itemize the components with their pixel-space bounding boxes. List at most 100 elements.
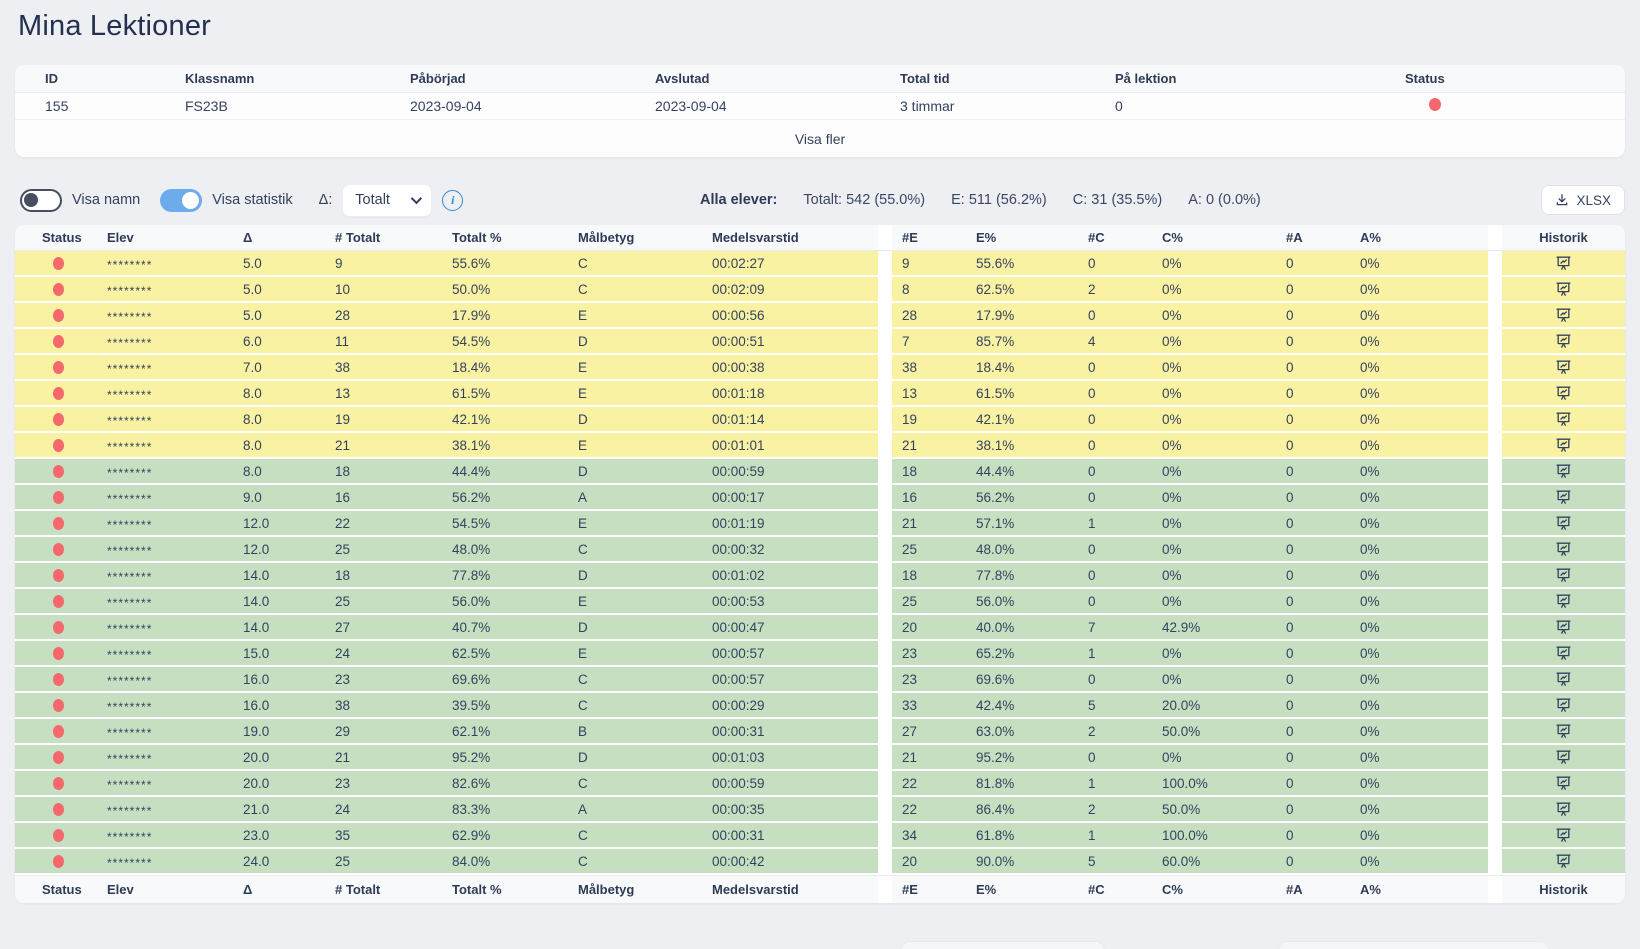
student-name-masked: ******** bbox=[107, 589, 243, 613]
e-pct-value: 44.4% bbox=[966, 459, 1078, 483]
table-row[interactable]: ******** 12.0 22 54.5% E 00:01:19 21 57.… bbox=[15, 511, 1625, 537]
historik-cell bbox=[1502, 641, 1625, 665]
c-pct-value: 0% bbox=[1152, 329, 1276, 353]
history-chart-icon[interactable] bbox=[1555, 749, 1572, 766]
history-chart-icon[interactable] bbox=[1555, 827, 1572, 844]
show-more-link[interactable]: Visa fler bbox=[15, 120, 1625, 157]
table-row[interactable]: ******** 20.0 23 82.6% C 00:00:59 22 81.… bbox=[15, 771, 1625, 797]
nc-value: 7 bbox=[1078, 615, 1152, 639]
c-pct-value: 0% bbox=[1152, 563, 1276, 587]
e-pct-value: 90.0% bbox=[966, 849, 1078, 873]
history-chart-icon[interactable] bbox=[1555, 411, 1572, 428]
e-pct-value: 57.1% bbox=[966, 511, 1078, 535]
nc-value: 0 bbox=[1078, 667, 1152, 691]
history-chart-icon[interactable] bbox=[1555, 515, 1572, 532]
visa-statistik-toggle[interactable] bbox=[160, 189, 202, 212]
table-row[interactable]: ******** 14.0 25 56.0% E 00:00:53 25 56.… bbox=[15, 589, 1625, 615]
column-divider bbox=[1488, 407, 1502, 431]
table-row[interactable]: ******** 8.0 21 38.1% E 00:01:01 21 38.1… bbox=[15, 433, 1625, 459]
malbetyg-value: D bbox=[578, 615, 712, 639]
table-row[interactable]: ******** 8.0 19 42.1% D 00:01:14 19 42.1… bbox=[15, 407, 1625, 433]
table-row[interactable]: ******** 16.0 38 39.5% C 00:00:29 33 42.… bbox=[15, 693, 1625, 719]
table-row[interactable]: ******** 5.0 9 55.6% C 00:02:27 9 55.6% … bbox=[15, 251, 1625, 277]
table-row[interactable]: ******** 8.0 18 44.4% D 00:00:59 18 44.4… bbox=[15, 459, 1625, 485]
visa-namn-toggle[interactable] bbox=[20, 189, 62, 212]
student-name-masked: ******** bbox=[107, 381, 243, 405]
status-cell bbox=[15, 667, 107, 691]
e-pct-value: 77.8% bbox=[966, 563, 1078, 587]
delta-value: 23.0 bbox=[243, 823, 335, 847]
lessons-header-paborjad: Påbörjad bbox=[410, 71, 655, 86]
history-chart-icon[interactable] bbox=[1555, 541, 1572, 558]
table-row[interactable]: ******** 21.0 24 83.3% A 00:00:35 22 86.… bbox=[15, 797, 1625, 823]
history-chart-icon[interactable] bbox=[1555, 437, 1572, 454]
na-value: 0 bbox=[1276, 433, 1350, 457]
totalt-value: 11 bbox=[335, 329, 452, 353]
e-pct-value: 38.1% bbox=[966, 433, 1078, 457]
history-chart-icon[interactable] bbox=[1555, 775, 1572, 792]
table-row[interactable]: ******** 9.0 16 56.2% A 00:00:17 16 56.2… bbox=[15, 485, 1625, 511]
table-row[interactable]: ******** 19.0 29 62.1% B 00:00:31 27 63.… bbox=[15, 719, 1625, 745]
table-row[interactable]: ******** 14.0 18 77.8% D 00:01:02 18 77.… bbox=[15, 563, 1625, 589]
delta-value: 14.0 bbox=[243, 615, 335, 639]
lesson-row[interactable]: 155 FS23B 2023-09-04 2023-09-04 3 timmar… bbox=[15, 93, 1625, 120]
xlsx-export-button[interactable]: XLSX bbox=[1541, 185, 1625, 215]
totalt-value: 23 bbox=[335, 771, 452, 795]
history-chart-icon[interactable] bbox=[1555, 697, 1572, 714]
history-chart-icon[interactable] bbox=[1555, 801, 1572, 818]
status-dot bbox=[53, 725, 64, 738]
cutoff-button[interactable] bbox=[1278, 941, 1550, 949]
column-divider bbox=[1488, 433, 1502, 457]
history-chart-icon[interactable] bbox=[1555, 385, 1572, 402]
table-row[interactable]: ******** 5.0 10 50.0% C 00:02:09 8 62.5%… bbox=[15, 277, 1625, 303]
c-pct-value: 42.9% bbox=[1152, 615, 1276, 639]
totalt-pct-value: 50.0% bbox=[452, 277, 578, 301]
history-chart-icon[interactable] bbox=[1555, 307, 1572, 324]
na-value: 0 bbox=[1276, 485, 1350, 509]
history-chart-icon[interactable] bbox=[1555, 281, 1572, 298]
history-chart-icon[interactable] bbox=[1555, 489, 1572, 506]
table-row[interactable]: ******** 8.0 13 61.5% E 00:01:18 13 61.5… bbox=[15, 381, 1625, 407]
table-row[interactable]: ******** 24.0 25 84.0% C 00:00:42 20 90.… bbox=[15, 849, 1625, 875]
table-row[interactable]: ******** 20.0 21 95.2% D 00:01:03 21 95.… bbox=[15, 745, 1625, 771]
history-chart-icon[interactable] bbox=[1555, 333, 1572, 350]
history-chart-icon[interactable] bbox=[1555, 593, 1572, 610]
table-row[interactable]: ******** 15.0 24 62.5% E 00:00:57 23 65.… bbox=[15, 641, 1625, 667]
table-row[interactable]: ******** 7.0 38 18.4% E 00:00:38 38 18.4… bbox=[15, 355, 1625, 381]
delta-value: 8.0 bbox=[243, 381, 335, 405]
e-pct-value: 56.0% bbox=[966, 589, 1078, 613]
cutoff-button[interactable] bbox=[900, 941, 1105, 949]
medelsvarstid-value: 00:00:53 bbox=[712, 589, 878, 613]
c-pct-value: 60.0% bbox=[1152, 849, 1276, 873]
all-students-summary: Alla elever: Totalt: 542 (55.0%) E: 511 … bbox=[700, 192, 1261, 208]
history-chart-icon[interactable] bbox=[1555, 853, 1572, 870]
history-chart-icon[interactable] bbox=[1555, 463, 1572, 480]
a-pct-value: 0% bbox=[1350, 615, 1488, 639]
medelsvarstid-value: 00:00:38 bbox=[712, 355, 878, 379]
delta-value: 16.0 bbox=[243, 667, 335, 691]
history-chart-icon[interactable] bbox=[1555, 255, 1572, 272]
status-dot bbox=[53, 491, 64, 504]
delta-select[interactable]: Totalt bbox=[342, 184, 432, 217]
table-row[interactable]: ******** 6.0 11 54.5% D 00:00:51 7 85.7%… bbox=[15, 329, 1625, 355]
table-row[interactable]: ******** 5.0 28 17.9% E 00:00:56 28 17.9… bbox=[15, 303, 1625, 329]
table-row[interactable]: ******** 16.0 23 69.6% C 00:00:57 23 69.… bbox=[15, 667, 1625, 693]
lessons-header-pa-lektion: På lektion bbox=[1115, 71, 1405, 86]
history-chart-icon[interactable] bbox=[1555, 671, 1572, 688]
history-chart-icon[interactable] bbox=[1555, 723, 1572, 740]
history-chart-icon[interactable] bbox=[1555, 645, 1572, 662]
info-icon[interactable]: i bbox=[442, 190, 463, 211]
student-name-masked: ******** bbox=[107, 745, 243, 769]
medelsvarstid-value: 00:00:29 bbox=[712, 693, 878, 717]
column-divider bbox=[878, 745, 892, 769]
nc-value: 0 bbox=[1078, 537, 1152, 561]
na-value: 0 bbox=[1276, 407, 1350, 431]
table-row[interactable]: ******** 23.0 35 62.9% C 00:00:31 34 61.… bbox=[15, 823, 1625, 849]
table-row[interactable]: ******** 12.0 25 48.0% C 00:00:32 25 48.… bbox=[15, 537, 1625, 563]
history-chart-icon[interactable] bbox=[1555, 359, 1572, 376]
totalt-value: 28 bbox=[335, 303, 452, 327]
history-chart-icon[interactable] bbox=[1555, 567, 1572, 584]
student-name-masked: ******** bbox=[107, 355, 243, 379]
table-row[interactable]: ******** 14.0 27 40.7% D 00:00:47 20 40.… bbox=[15, 615, 1625, 641]
history-chart-icon[interactable] bbox=[1555, 619, 1572, 636]
